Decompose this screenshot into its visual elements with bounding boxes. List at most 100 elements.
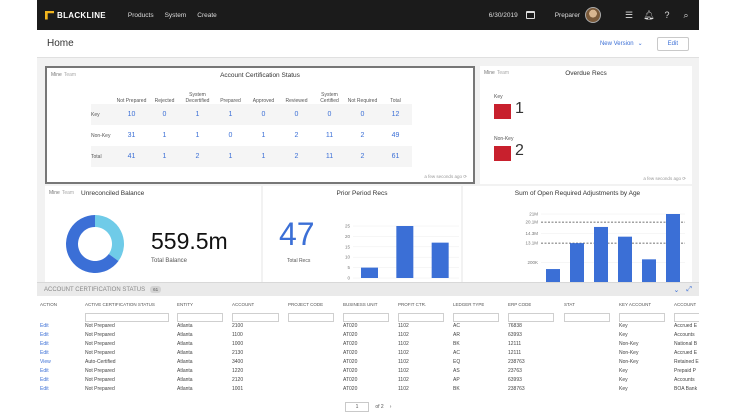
calendar-icon[interactable] <box>525 11 535 19</box>
bar[interactable] <box>666 214 680 282</box>
matrix-cell[interactable]: 1 <box>181 104 214 125</box>
matrix-cell[interactable]: 2 <box>360 132 365 139</box>
matrix-cell[interactable]: 11 <box>325 132 334 139</box>
row-action-link[interactable]: View <box>40 359 51 365</box>
column-header[interactable]: LEDGER TYPE <box>453 302 485 307</box>
column-header[interactable]: PROJECT CODE <box>288 302 324 307</box>
help-icon[interactable]: ? <box>664 10 670 20</box>
filter-input[interactable] <box>674 313 699 322</box>
filter-input[interactable] <box>85 313 169 322</box>
refresh-note[interactable]: a few seconds ago ⟳ <box>643 176 686 182</box>
refresh-icon[interactable]: ⟳ <box>463 174 467 179</box>
bar[interactable] <box>431 242 449 278</box>
tab-mine[interactable]: Mine <box>484 70 495 76</box>
matrix-cell[interactable]: 10 <box>115 104 148 125</box>
search-icon[interactable]: ⌕ <box>683 9 689 20</box>
nav-create[interactable]: Create <box>197 11 217 19</box>
matrix-cell[interactable]: 0 <box>228 132 233 139</box>
row-action-link[interactable]: Edit <box>40 323 49 329</box>
row-action-link[interactable]: Edit <box>40 368 49 374</box>
filter-input[interactable] <box>453 313 499 322</box>
nav-products[interactable]: Products <box>127 11 154 19</box>
bar[interactable] <box>594 226 608 282</box>
next-page-icon[interactable]: › <box>389 404 392 410</box>
tab-mine[interactable]: Mine <box>49 190 60 196</box>
tab-team[interactable]: Team <box>63 72 77 78</box>
matrix-cell[interactable]: 1 <box>195 132 200 139</box>
matrix-cell[interactable]: 2 <box>294 132 299 139</box>
matrix-cell[interactable]: 11 <box>313 146 346 167</box>
donut-slice[interactable] <box>95 215 124 262</box>
filter-input[interactable] <box>177 313 223 322</box>
matrix-cell[interactable]: 12 <box>379 104 412 125</box>
column-header[interactable]: KEY ACCOUNT <box>619 302 652 307</box>
row-action-link[interactable]: Edit <box>40 341 49 347</box>
column-header[interactable]: ACTIVE CERTIFICATION STATUS <box>85 302 155 307</box>
matrix-cell[interactable]: 2 <box>280 146 313 167</box>
filter-input[interactable] <box>288 313 334 322</box>
column-header[interactable]: ACCOUNT <box>674 302 697 307</box>
tab-team[interactable]: Team <box>496 70 510 76</box>
matrix-cell[interactable]: 1 <box>148 146 181 167</box>
matrix-cell[interactable]: 0 <box>148 104 181 125</box>
expand-icon[interactable]: ⤢ <box>686 285 692 293</box>
bar[interactable] <box>396 226 414 278</box>
matrix-cell[interactable]: 49 <box>391 132 400 139</box>
row-action-link[interactable]: Edit <box>40 386 49 392</box>
bar[interactable] <box>618 236 632 282</box>
unreconciled-donut-chart[interactable] <box>45 186 261 282</box>
matrix-cell[interactable]: 1 <box>162 132 167 139</box>
chevron-down-icon[interactable]: ⌄ <box>673 286 680 294</box>
filter-input[interactable] <box>619 313 665 322</box>
column-header[interactable]: PROFIT CTR. <box>398 302 427 307</box>
adjustments-bar-chart[interactable]: 21M 20.1M 14.3M 13.1M 200K <box>463 186 692 282</box>
filter-input[interactable] <box>508 313 554 322</box>
overdue-bar-key[interactable] <box>494 104 511 119</box>
period-date[interactable]: 6/30/2019 <box>488 11 518 19</box>
new-version-button[interactable]: New Version <box>599 40 634 47</box>
refresh-icon[interactable]: ⟳ <box>682 176 686 181</box>
matrix-cell[interactable]: 0 <box>247 104 280 125</box>
matrix-cell[interactable]: 0 <box>346 104 379 125</box>
matrix-cell[interactable]: 31 <box>127 132 136 139</box>
matrix-cell[interactable]: 0 <box>313 104 346 125</box>
list-icon[interactable]: ☰ <box>624 9 634 20</box>
matrix-cell[interactable]: 0 <box>280 104 313 125</box>
column-header[interactable]: ERP CODE <box>508 302 532 307</box>
bar[interactable] <box>361 267 378 278</box>
column-header[interactable]: ENTITY <box>177 302 194 307</box>
edit-button[interactable]: Edit <box>656 36 689 51</box>
column-header[interactable]: ACTION <box>40 302 58 307</box>
row-action-link[interactable]: Edit <box>40 350 49 356</box>
avatar[interactable] <box>585 7 601 23</box>
overdue-bar-nonkey[interactable] <box>494 146 511 161</box>
filter-input[interactable] <box>343 313 389 322</box>
bar[interactable] <box>570 243 584 282</box>
matrix-cell[interactable]: 2 <box>346 146 379 167</box>
bar[interactable] <box>546 269 560 282</box>
nav-system[interactable]: System <box>164 11 187 19</box>
matrix-cell[interactable]: 1 <box>214 146 247 167</box>
filter-input[interactable] <box>398 313 444 322</box>
row-action-link[interactable]: Edit <box>40 377 49 383</box>
filter-input[interactable] <box>232 313 279 322</box>
matrix-cell[interactable]: 2 <box>181 146 214 167</box>
prior-period-bar-chart[interactable]: 25 20 15 10 5 0 <box>263 186 461 282</box>
matrix-cell[interactable]: 1 <box>214 104 247 125</box>
column-header[interactable]: ACCOUNT <box>232 302 255 307</box>
chevron-down-icon[interactable]: ⌄ <box>637 41 643 47</box>
column-header[interactable]: BUSINESS UNIT <box>343 302 378 307</box>
user-role[interactable]: Preparer <box>554 11 580 19</box>
bell-icon[interactable]: 🔔︎ <box>643 9 655 20</box>
matrix-cell[interactable]: 41 <box>115 146 148 167</box>
matrix-cell[interactable]: 1 <box>247 146 280 167</box>
page-number-input[interactable]: 1 <box>344 402 370 412</box>
tab-mine[interactable]: Mine <box>51 72 62 78</box>
column-header[interactable]: STAT <box>564 302 575 307</box>
matrix-cell[interactable]: 61 <box>379 146 412 167</box>
filter-input[interactable] <box>564 313 610 322</box>
brand-logo[interactable]: BLACKLINE <box>45 10 106 20</box>
refresh-note[interactable]: a few seconds ago ⟳ <box>424 174 467 180</box>
tab-team[interactable]: Team <box>61 190 75 196</box>
matrix-cell[interactable]: 1 <box>261 132 266 139</box>
